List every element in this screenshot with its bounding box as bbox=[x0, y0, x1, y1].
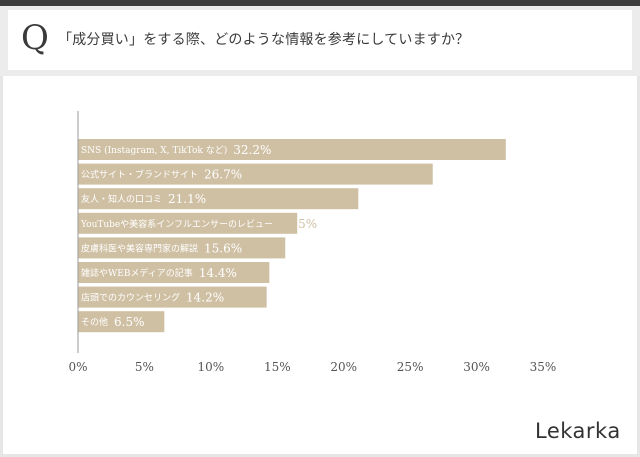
bar-value-label: 32.2% bbox=[233, 143, 271, 157]
question-header: Q 「成分買い」をする際、どのような情報を参考にしていますか？ bbox=[0, 0, 640, 76]
header-card bbox=[8, 10, 632, 70]
bar-category-label: 皮膚科医や美容専門家の解説 bbox=[81, 242, 198, 254]
bar bbox=[78, 286, 267, 308]
x-tick-label: 20% bbox=[330, 360, 357, 374]
bar bbox=[78, 212, 298, 234]
header-accent-bar bbox=[0, 0, 640, 6]
bar-category-label: SNS (Instagram, X, TikTok など) bbox=[81, 145, 227, 156]
x-tick-label: 0% bbox=[68, 360, 87, 374]
bar-category-label: 友人・知人の口コミ bbox=[81, 193, 162, 205]
bar bbox=[78, 188, 359, 210]
bar-category-label: その他 bbox=[81, 316, 108, 328]
bar bbox=[78, 237, 286, 259]
bar-category-label: 店頭でのカウンセリング bbox=[81, 292, 180, 304]
bar-category-label: YouTubeや美容系インフルエンサーのレビュー bbox=[80, 218, 273, 230]
x-tick-label: 25% bbox=[397, 360, 424, 374]
bar-value-label: 14.2% bbox=[186, 291, 224, 305]
bar-value-label: 15.6% bbox=[204, 241, 242, 255]
question-title: 「成分買い」をする際、どのような情報を参考にしていますか？ bbox=[58, 32, 470, 48]
x-tick-label: 5% bbox=[135, 360, 154, 374]
bar-value-label: 14.4% bbox=[199, 266, 237, 280]
brand-logo: Lekarka bbox=[535, 419, 621, 443]
bar bbox=[78, 262, 270, 283]
bar bbox=[78, 311, 165, 333]
question-mark-label: Q bbox=[21, 18, 49, 58]
bar-value-label: 6.5% bbox=[114, 315, 145, 329]
x-tick-label: 35% bbox=[530, 360, 557, 374]
bar bbox=[78, 139, 506, 160]
bar-category-label: 公式サイト・ブランドサイト bbox=[81, 169, 198, 181]
bar bbox=[78, 163, 433, 185]
bar-value-label: 26.7% bbox=[204, 168, 242, 182]
x-tick-label: 30% bbox=[463, 360, 490, 374]
x-tick-label: 10% bbox=[198, 360, 225, 374]
bar-category-label: 雑誌やWEBメディアの記事 bbox=[81, 267, 193, 279]
bar-value-label: 21.1% bbox=[168, 192, 206, 206]
x-tick-label: 15% bbox=[264, 360, 291, 374]
bar-value-label: 16.5% bbox=[279, 217, 317, 231]
